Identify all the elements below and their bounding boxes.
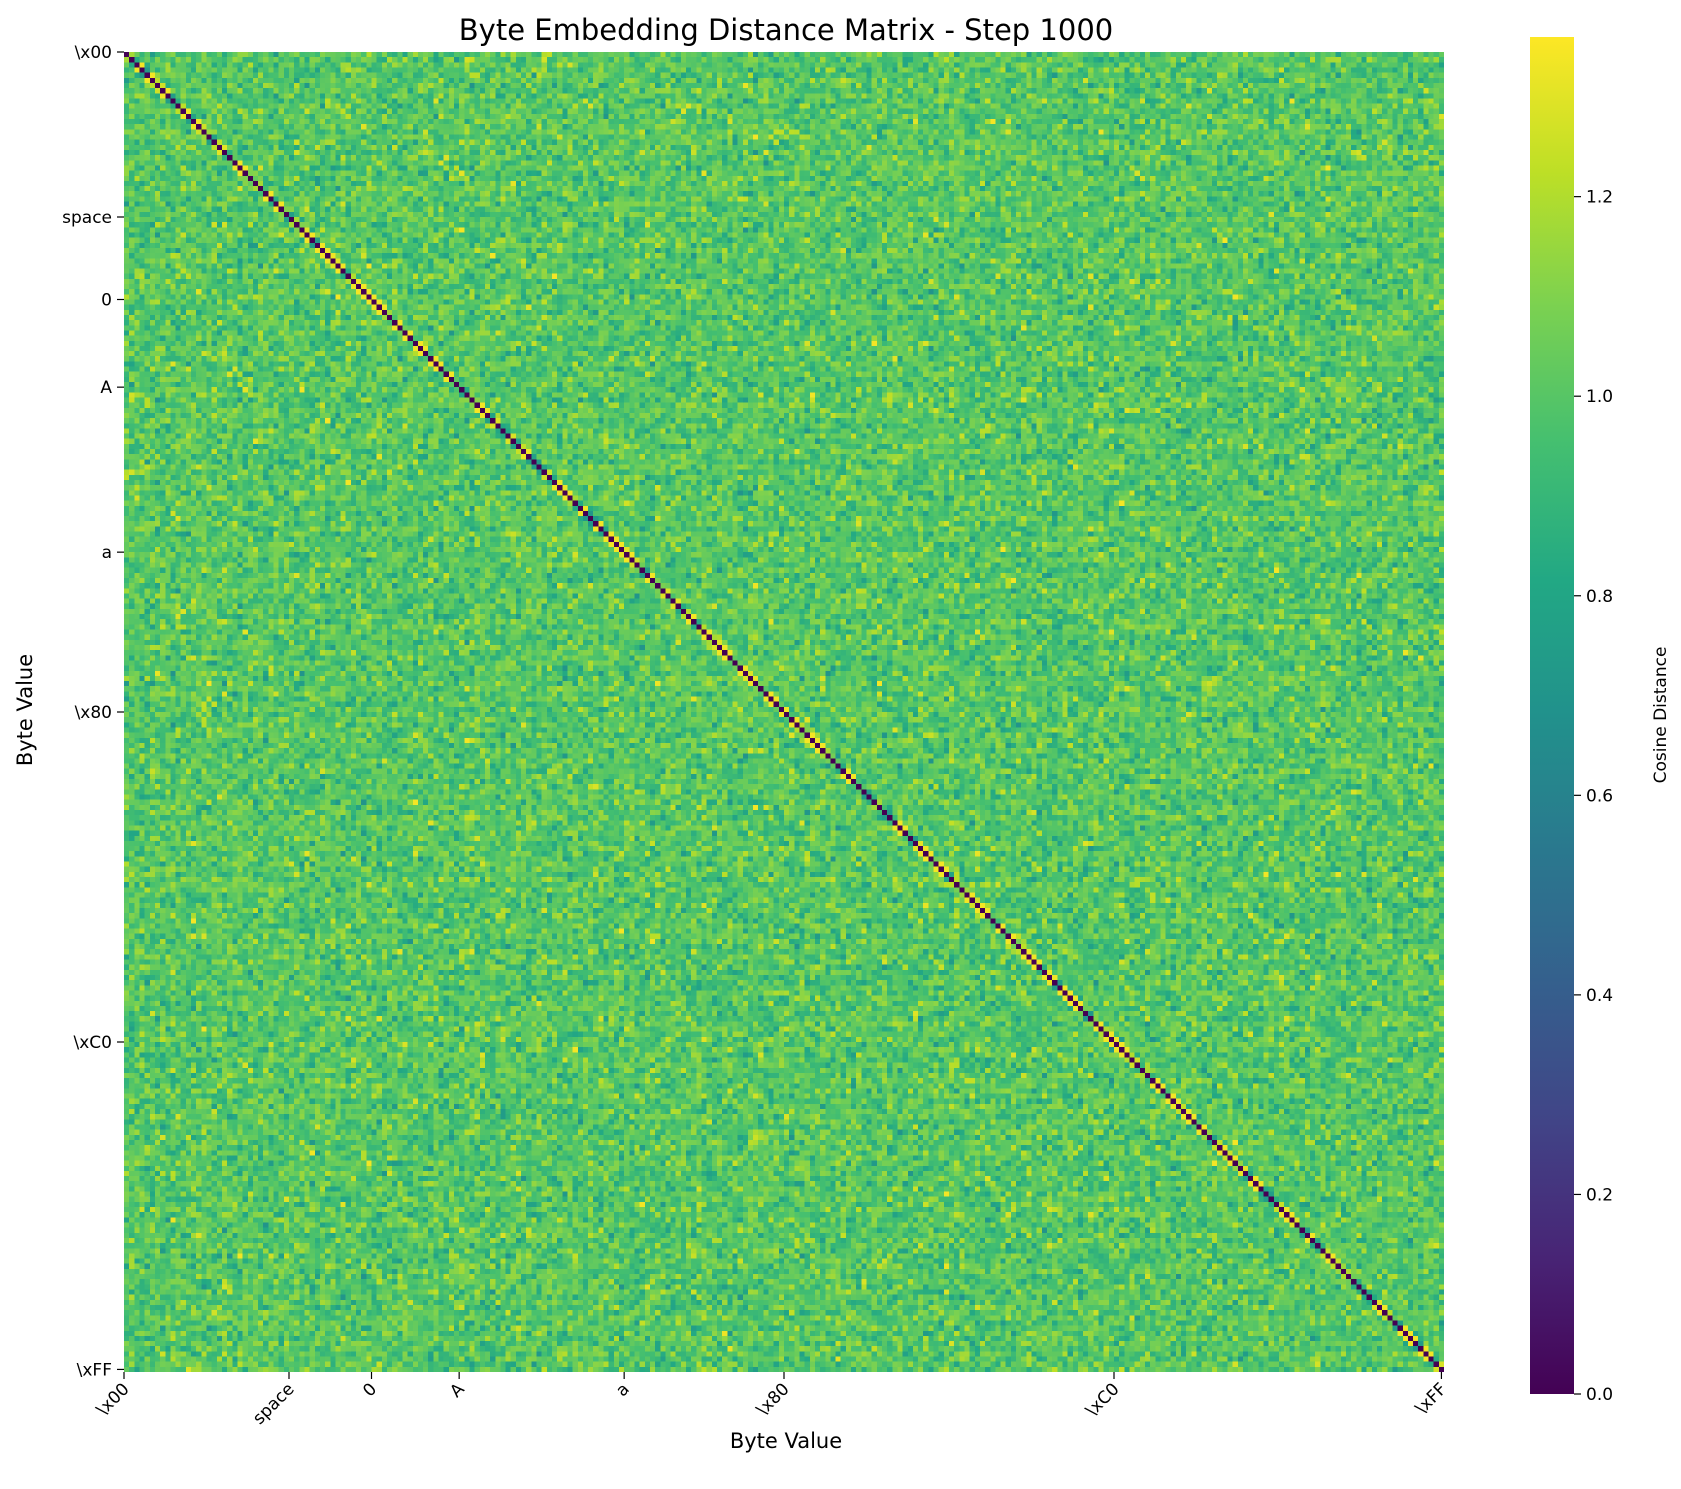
- colorbar-tick-label: 0.2: [1586, 1185, 1613, 1205]
- y-tick-label: \xFF: [77, 1360, 112, 1380]
- heatmap-cells: [124, 52, 1444, 1372]
- colorbar-label: Cosine Distance: [1651, 647, 1671, 784]
- x-tick-label: A: [446, 1379, 469, 1402]
- x-tick-label: \xC0: [1082, 1379, 1123, 1420]
- x-tick-label: \x80: [753, 1379, 794, 1420]
- colorbar-tick-label: 0.0: [1586, 1385, 1613, 1405]
- x-tick-label: space: [249, 1379, 298, 1428]
- colorbar-tick-label: 0.4: [1586, 986, 1613, 1006]
- y-tick-label: a: [102, 543, 112, 563]
- y-axis-label: Byte Value: [13, 654, 37, 766]
- colorbar-tick-label: 1.0: [1586, 387, 1613, 407]
- y-tick-label: \x00: [75, 43, 112, 63]
- x-tick-label: \x00: [93, 1379, 134, 1420]
- colorbar-ticks: 0.0 0.2 0.4 0.6 0.8 1.0 1.2: [1574, 188, 1613, 1405]
- colorbar: [1530, 37, 1574, 1394]
- colorbar-tick-label: 1.2: [1586, 188, 1613, 208]
- colorbar-tick-label: 0.6: [1586, 786, 1613, 806]
- colorbar-tick-label: 0.8: [1586, 587, 1613, 607]
- heatmap: [124, 52, 1444, 1372]
- y-tick-label: 0: [101, 291, 112, 311]
- x-axis-label: Byte Value: [730, 1429, 842, 1453]
- x-tick-label: a: [612, 1379, 634, 1401]
- y-tick-label: A: [100, 378, 112, 398]
- y-tick-label: \x80: [75, 703, 112, 723]
- y-axis-ticks: \x00 space 0 Aa \x80 \xC0 \xFF: [62, 43, 124, 1380]
- chart-title: Byte Embedding Distance Matrix - Step 10…: [459, 13, 1113, 47]
- x-tick-label: 0: [359, 1379, 381, 1401]
- x-tick-label: \xFF: [1412, 1379, 1451, 1418]
- y-tick-label: space: [62, 208, 112, 228]
- y-tick-label: \xC0: [74, 1033, 112, 1053]
